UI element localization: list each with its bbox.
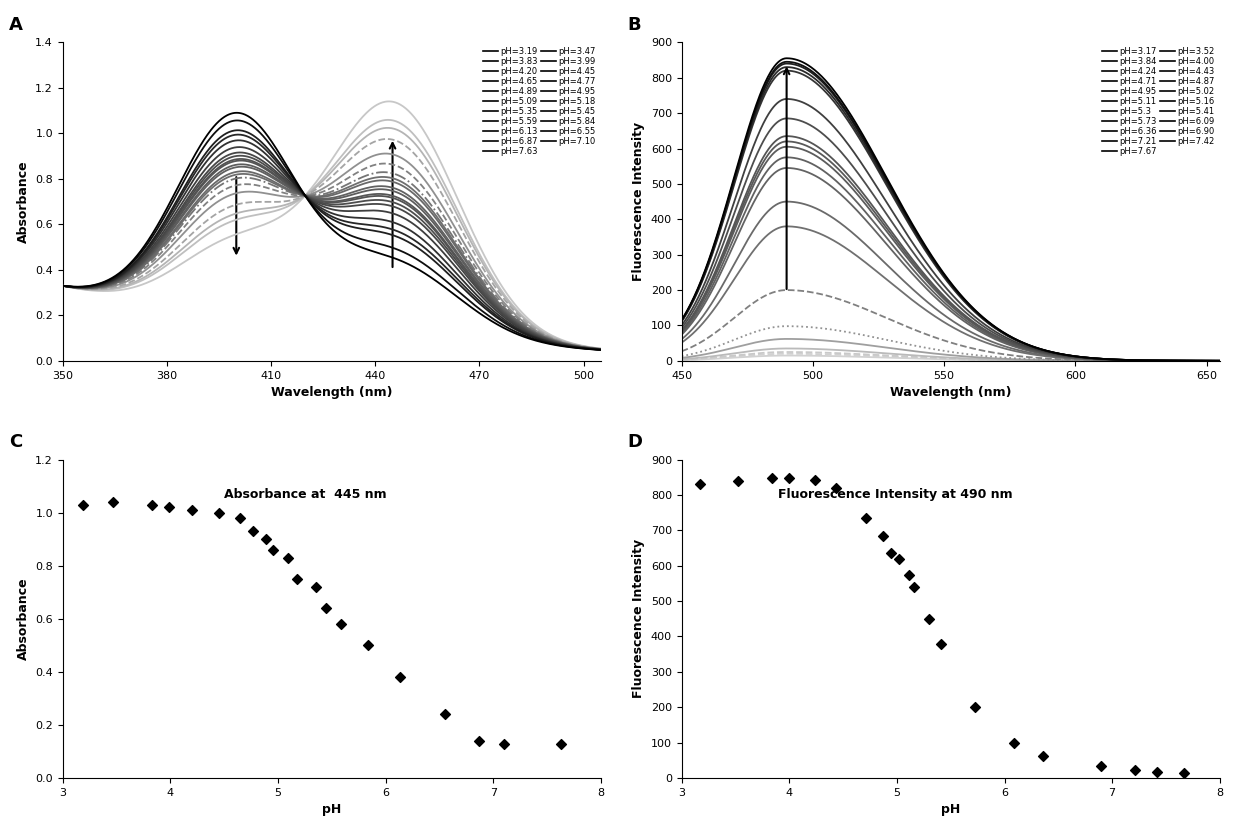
- Point: [826, 481, 846, 495]
- Point: [103, 496, 123, 509]
- Legend: pH=3.19, pH=3.83, pH=4.20, pH=4.65, pH=4.89, pH=5.09, pH=5.35, pH=5.59, pH=6.13,: pH=3.19, pH=3.83, pH=4.20, pH=4.65, pH=4…: [482, 47, 596, 157]
- Point: [182, 503, 202, 516]
- Point: [873, 529, 893, 542]
- Point: [263, 543, 283, 556]
- Point: [288, 572, 308, 586]
- Point: [73, 498, 93, 511]
- Point: [208, 506, 228, 519]
- Point: [469, 734, 489, 747]
- Point: [728, 474, 748, 487]
- Point: [1147, 766, 1167, 779]
- Point: [1033, 750, 1053, 763]
- Point: [389, 671, 409, 684]
- Point: [779, 471, 799, 485]
- Point: [889, 552, 909, 566]
- Point: [1125, 764, 1145, 777]
- Text: Absorbance at  445 nm: Absorbance at 445 nm: [224, 488, 387, 501]
- Point: [856, 511, 875, 525]
- Legend: pH=3.17, pH=3.84, pH=4.24, pH=4.71, pH=4.95, pH=5.11, pH=5.3, pH=5.73, pH=6.36, : pH=3.17, pH=3.84, pH=4.24, pH=4.71, pH=4…: [1101, 47, 1215, 157]
- Point: [882, 546, 901, 560]
- Point: [966, 701, 986, 714]
- Point: [1004, 736, 1024, 750]
- Point: [243, 525, 263, 538]
- Point: [278, 551, 298, 565]
- Y-axis label: Absorbance: Absorbance: [16, 160, 30, 243]
- Point: [689, 477, 709, 491]
- X-axis label: pH: pH: [941, 803, 960, 816]
- Point: [551, 737, 570, 751]
- Point: [306, 581, 326, 594]
- Text: C: C: [9, 433, 22, 451]
- Point: [435, 708, 455, 721]
- Point: [257, 532, 277, 546]
- Point: [899, 568, 919, 581]
- Point: [904, 581, 924, 594]
- Text: D: D: [627, 433, 642, 451]
- Point: [931, 637, 951, 651]
- Point: [316, 601, 336, 615]
- Text: B: B: [627, 16, 641, 33]
- Point: [331, 617, 351, 631]
- Point: [231, 511, 250, 525]
- X-axis label: Wavelength (nm): Wavelength (nm): [890, 387, 1012, 399]
- X-axis label: pH: pH: [322, 803, 341, 816]
- Point: [494, 737, 513, 751]
- Point: [805, 473, 825, 486]
- Point: [143, 498, 162, 511]
- Text: A: A: [9, 16, 22, 33]
- Point: [1174, 766, 1194, 780]
- Y-axis label: Fluorescence Intensity: Fluorescence Intensity: [632, 122, 645, 282]
- Text: Fluorescence Intensity at 490 nm: Fluorescence Intensity at 490 nm: [779, 488, 1013, 501]
- X-axis label: Wavelength (nm): Wavelength (nm): [272, 387, 393, 399]
- Point: [919, 612, 939, 626]
- Y-axis label: Fluorescence Intensity: Fluorescence Intensity: [632, 539, 645, 698]
- Point: [358, 639, 378, 652]
- Point: [763, 471, 782, 485]
- Y-axis label: Absorbance: Absorbance: [16, 577, 30, 660]
- Point: [159, 501, 179, 514]
- Point: [1091, 759, 1111, 772]
